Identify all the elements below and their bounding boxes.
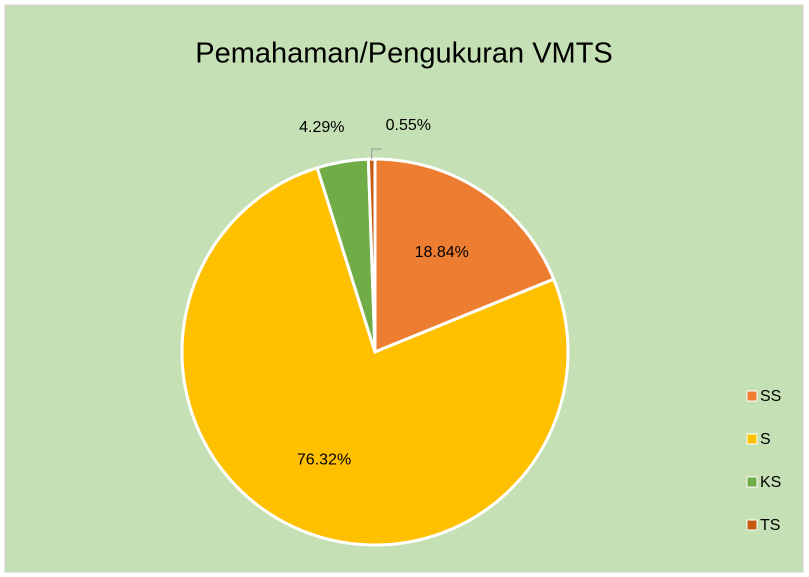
data-label: 76.32% [297,451,351,468]
legend-label: TS [760,517,780,534]
legend-swatch [746,519,758,531]
data-label: 18.84% [415,244,469,261]
leader-line [371,148,382,160]
legend-swatch [746,390,758,402]
legend-label: SS [760,388,781,405]
pie-slice [373,157,556,355]
data-label: 0.55% [386,117,431,134]
data-label: 4.29% [299,119,344,136]
pie-slice [180,165,570,547]
legend-swatch [746,476,758,488]
legend-label: S [760,431,771,448]
legend-label: KS [760,474,781,491]
chart-title: Pemahaman/Pengukuran VMTS [195,38,613,70]
legend-swatch [746,433,758,445]
